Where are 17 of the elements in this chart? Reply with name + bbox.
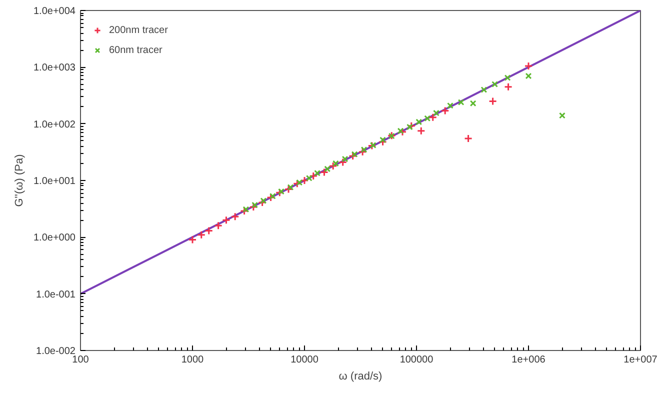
legend-label: 200nm tracer: [109, 24, 168, 36]
x-tick-label: 10000: [290, 354, 319, 366]
x-tick-label: 1000: [181, 354, 204, 366]
y-tick-label: 1.0e-001: [36, 289, 76, 300]
y-tick-label: 1.0e+000: [34, 232, 76, 244]
x-tick-label: 1e+007: [624, 354, 658, 366]
y-tick-label: 1.0e+001: [34, 176, 76, 187]
y-tick-label: 1.0e-002: [36, 346, 76, 357]
y-axis-title: G''(ω) (Pa): [14, 154, 26, 207]
x-axis-title: ω (rad/s): [338, 370, 382, 382]
x-tick-label: 100: [72, 354, 90, 366]
x-tick-label: 100000: [400, 354, 434, 366]
y-tick-label: 1.0e+004: [34, 6, 76, 17]
y-tick-label: 1.0e+003: [34, 62, 76, 74]
x-tick-label: 1e+006: [512, 354, 546, 366]
y-tick-label: 1.0e+002: [34, 119, 76, 130]
legend-label: 60nm tracer: [109, 44, 162, 56]
